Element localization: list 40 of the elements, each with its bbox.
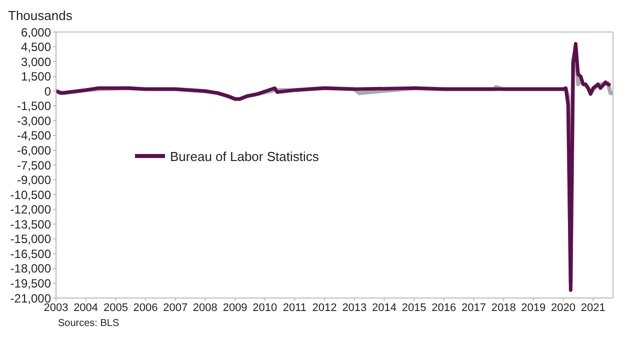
y-tick-label: -16,500 (10, 246, 52, 261)
y-tick-label: -15,000 (10, 232, 52, 246)
y-tick-label: -7,500 (16, 158, 52, 172)
x-tick-label: 2017 (462, 302, 486, 314)
y-tick-label: -9,000 (16, 173, 52, 188)
x-tick-label: 2020 (551, 302, 576, 314)
x-tick-label: 2004 (74, 302, 98, 314)
x-tick-label: 2018 (491, 302, 516, 314)
y-tick-label: -10,500 (10, 188, 52, 202)
legend: Bureau of Labor Statistics (135, 146, 319, 166)
y-tick-label: 0 (44, 84, 52, 98)
y-tick-label: -3,000 (16, 114, 52, 128)
x-tick-label: 2008 (192, 302, 218, 314)
x-tick-label: 2010 (252, 302, 278, 314)
y-tick-label: -1,500 (16, 99, 52, 114)
x-tick-label: 2009 (222, 302, 248, 314)
y-tick-label: -12,000 (10, 202, 52, 217)
x-tick-label: 2007 (163, 302, 188, 314)
y-tick-label: 4,500 (20, 40, 52, 54)
x-tick-label: 2006 (133, 302, 158, 314)
x-tick-label: 2015 (402, 302, 426, 314)
x-tick-label: 2011 (282, 302, 307, 314)
source-note: Sources: BLS (58, 318, 120, 329)
y-tick-label: 3,000 (20, 54, 52, 69)
y-tick-label: 1,500 (20, 70, 52, 84)
y-tick-label: -6,000 (16, 143, 52, 158)
x-tick-label: 2021 (580, 302, 606, 314)
y-tick-label: -18,000 (10, 262, 52, 276)
legend-label: Bureau of Labor Statistics (170, 148, 319, 164)
y-tick-label: -13,500 (10, 217, 52, 232)
x-tick-label: 2016 (432, 302, 456, 314)
x-tick-label: 2013 (342, 302, 367, 314)
y-tick-label: -19,500 (10, 276, 52, 290)
x-tick-label: 2005 (103, 302, 128, 314)
x-tick-label: 2019 (521, 302, 546, 314)
x-tick-label: 2014 (372, 302, 396, 314)
y-tick-label: 6,000 (20, 25, 52, 40)
y-tick-label: -4,500 (16, 128, 52, 143)
y-axis-title: Thousands (8, 8, 72, 23)
x-tick-label: 2012 (312, 302, 337, 314)
